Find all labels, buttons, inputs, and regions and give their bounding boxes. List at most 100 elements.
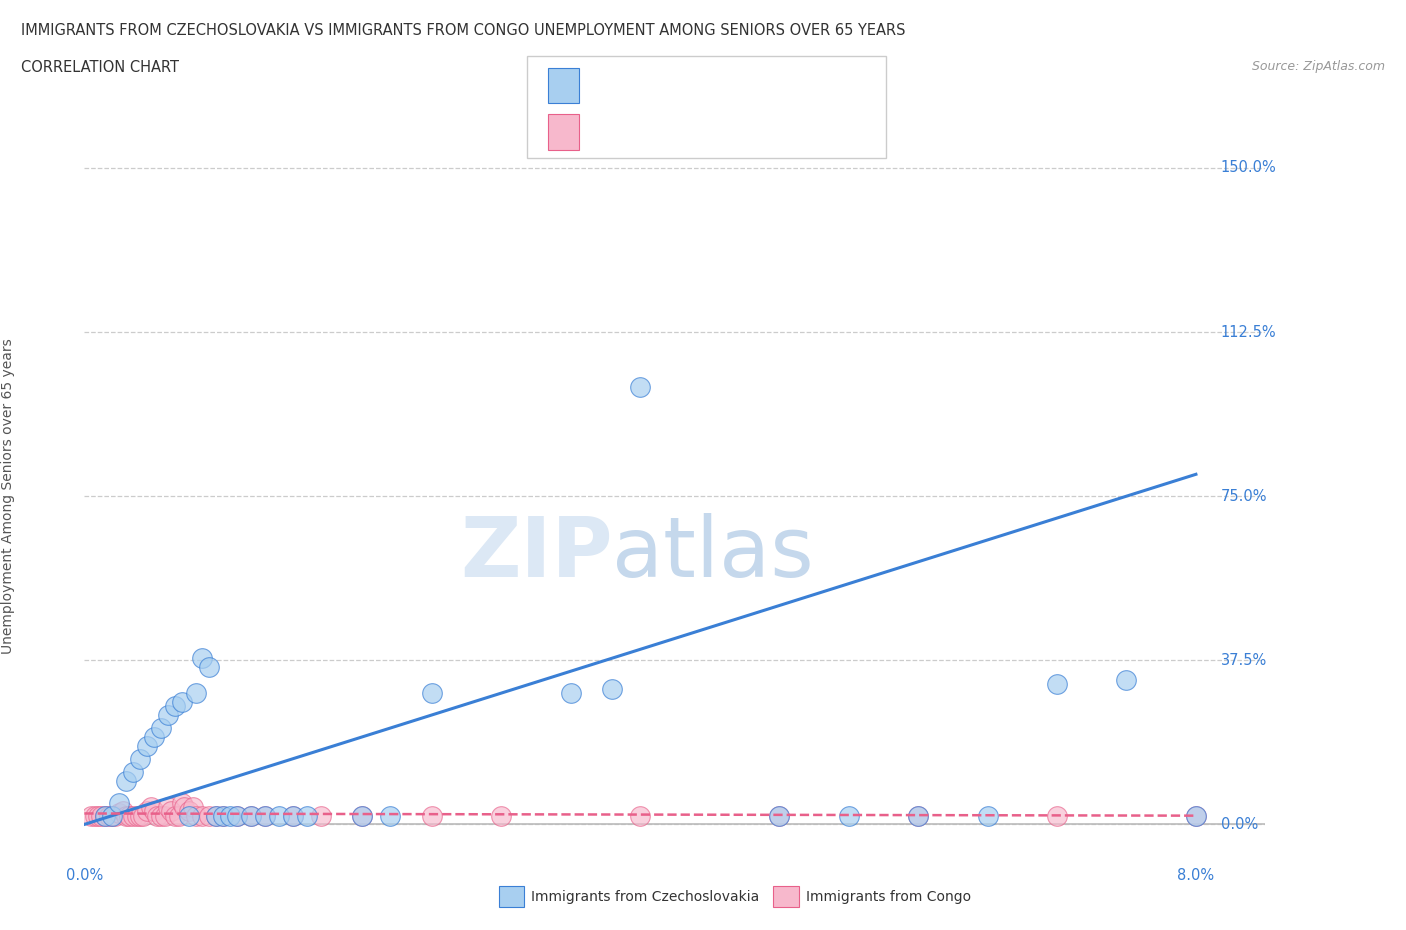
- Point: [156, 708, 179, 723]
- Text: 0.0%: 0.0%: [66, 869, 103, 883]
- Text: Immigrants from Czechoslovakia: Immigrants from Czechoslovakia: [531, 889, 759, 904]
- Point: [205, 808, 228, 823]
- Point: [101, 808, 124, 823]
- Point: [489, 808, 512, 823]
- Point: [163, 698, 186, 713]
- Point: [212, 808, 235, 823]
- Point: [84, 808, 107, 823]
- Text: 150.0%: 150.0%: [1220, 161, 1277, 176]
- Text: 112.5%: 112.5%: [1220, 325, 1277, 339]
- Point: [181, 800, 204, 815]
- Text: N = 38: N = 38: [717, 77, 775, 92]
- Point: [281, 808, 304, 823]
- Point: [129, 751, 152, 766]
- Point: [80, 808, 103, 823]
- Text: 0.724: 0.724: [636, 77, 683, 92]
- Point: [90, 808, 112, 823]
- Text: R =: R =: [591, 77, 624, 92]
- Point: [253, 808, 276, 823]
- Point: [139, 800, 162, 815]
- Point: [191, 808, 214, 823]
- Text: 75.0%: 75.0%: [1220, 488, 1267, 504]
- Point: [267, 808, 290, 823]
- Point: [122, 764, 145, 779]
- Point: [420, 808, 443, 823]
- Point: [240, 808, 263, 823]
- Point: [142, 729, 165, 744]
- Text: CORRELATION CHART: CORRELATION CHART: [21, 60, 179, 75]
- Point: [240, 808, 263, 823]
- Text: ZIP: ZIP: [460, 512, 613, 593]
- Point: [378, 808, 401, 823]
- Point: [352, 808, 374, 823]
- Point: [226, 808, 249, 823]
- Point: [167, 808, 190, 823]
- Point: [184, 685, 207, 700]
- Text: -0.043: -0.043: [636, 124, 690, 139]
- Point: [135, 804, 157, 818]
- Point: [628, 379, 651, 394]
- Point: [907, 808, 929, 823]
- Text: Source: ZipAtlas.com: Source: ZipAtlas.com: [1251, 60, 1385, 73]
- Point: [309, 808, 332, 823]
- Text: atlas: atlas: [613, 512, 814, 593]
- Point: [149, 721, 172, 736]
- Text: Unemployment Among Seniors over 65 years: Unemployment Among Seniors over 65 years: [1, 339, 15, 654]
- Point: [1115, 672, 1137, 687]
- Point: [253, 808, 276, 823]
- Text: 8.0%: 8.0%: [1177, 869, 1215, 883]
- Point: [191, 651, 214, 666]
- Point: [163, 808, 186, 823]
- Point: [838, 808, 860, 823]
- Point: [420, 685, 443, 700]
- Point: [184, 808, 207, 823]
- Text: 0.0%: 0.0%: [1220, 817, 1258, 832]
- Point: [149, 808, 172, 823]
- Point: [142, 804, 165, 818]
- Point: [628, 808, 651, 823]
- Point: [173, 800, 195, 815]
- Point: [768, 808, 790, 823]
- Point: [101, 808, 124, 823]
- Point: [281, 808, 304, 823]
- Point: [219, 808, 242, 823]
- Point: [177, 804, 200, 818]
- Text: 37.5%: 37.5%: [1220, 653, 1267, 668]
- Point: [1185, 808, 1208, 823]
- Point: [135, 738, 157, 753]
- Point: [212, 808, 235, 823]
- Point: [602, 682, 624, 697]
- Point: [115, 808, 138, 823]
- Point: [129, 808, 152, 823]
- Point: [1046, 808, 1069, 823]
- Point: [352, 808, 374, 823]
- Point: [560, 685, 582, 700]
- Point: [177, 808, 200, 823]
- Point: [115, 773, 138, 788]
- Point: [112, 804, 135, 818]
- Point: [907, 808, 929, 823]
- Point: [127, 808, 149, 823]
- Point: [104, 808, 127, 823]
- Point: [98, 808, 121, 823]
- Point: [1185, 808, 1208, 823]
- Point: [295, 808, 318, 823]
- Point: [170, 695, 193, 710]
- Point: [198, 808, 221, 823]
- Point: [94, 808, 117, 823]
- Point: [108, 795, 131, 810]
- Point: [132, 808, 155, 823]
- Point: [94, 808, 117, 823]
- Point: [145, 808, 167, 823]
- Point: [976, 808, 998, 823]
- Point: [170, 795, 193, 810]
- Point: [156, 800, 179, 815]
- Point: [1046, 677, 1069, 692]
- Point: [153, 808, 176, 823]
- Point: [226, 808, 249, 823]
- Text: N = 63: N = 63: [717, 124, 775, 139]
- Point: [87, 808, 110, 823]
- Point: [118, 808, 141, 823]
- Text: R =: R =: [591, 124, 624, 139]
- Point: [198, 659, 221, 674]
